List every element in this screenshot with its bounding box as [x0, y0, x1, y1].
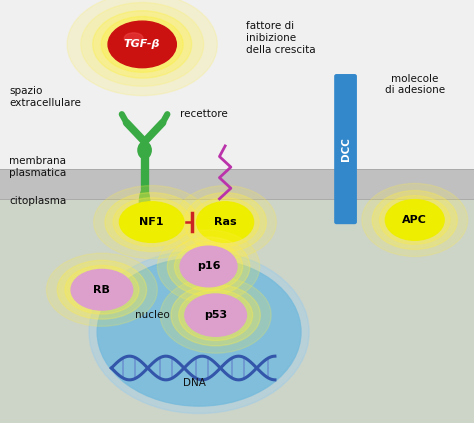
- Ellipse shape: [385, 200, 444, 240]
- Ellipse shape: [89, 250, 309, 414]
- Text: DNA: DNA: [183, 378, 206, 388]
- Ellipse shape: [97, 258, 301, 406]
- Ellipse shape: [93, 11, 191, 78]
- Ellipse shape: [81, 3, 204, 86]
- Text: nucleo: nucleo: [135, 310, 170, 320]
- Ellipse shape: [184, 192, 266, 252]
- Ellipse shape: [157, 230, 260, 303]
- Ellipse shape: [197, 202, 254, 242]
- Ellipse shape: [372, 190, 457, 250]
- Ellipse shape: [362, 184, 468, 256]
- Ellipse shape: [113, 198, 191, 247]
- Bar: [0, 0, 474, 169]
- Ellipse shape: [167, 237, 250, 296]
- Text: p16: p16: [197, 261, 220, 272]
- Ellipse shape: [179, 290, 253, 341]
- Text: TGF-β: TGF-β: [124, 39, 161, 49]
- Ellipse shape: [139, 188, 150, 218]
- Text: APC: APC: [402, 215, 427, 225]
- Text: recettore: recettore: [180, 109, 228, 119]
- Ellipse shape: [191, 198, 259, 247]
- Text: NF1: NF1: [139, 217, 164, 227]
- Ellipse shape: [119, 202, 184, 242]
- Bar: [0, 169, 474, 199]
- Ellipse shape: [67, 0, 217, 96]
- Text: RB: RB: [93, 285, 110, 295]
- Text: p53: p53: [204, 310, 227, 320]
- FancyBboxPatch shape: [334, 74, 357, 224]
- Ellipse shape: [380, 195, 450, 244]
- Ellipse shape: [140, 204, 149, 228]
- Ellipse shape: [174, 242, 243, 291]
- Text: DCC: DCC: [340, 137, 351, 161]
- Ellipse shape: [138, 142, 151, 159]
- Text: Ras: Ras: [214, 217, 237, 227]
- Text: fattore di
inibizione
della crescita: fattore di inibizione della crescita: [246, 22, 316, 55]
- Ellipse shape: [101, 16, 183, 72]
- Ellipse shape: [94, 186, 210, 258]
- Ellipse shape: [171, 284, 260, 346]
- Ellipse shape: [105, 192, 199, 252]
- Text: spazio
extracellulare: spazio extracellulare: [9, 86, 82, 108]
- Ellipse shape: [57, 260, 146, 319]
- Text: citoplasma: citoplasma: [9, 196, 67, 206]
- Ellipse shape: [185, 294, 246, 336]
- Ellipse shape: [180, 246, 237, 287]
- Text: membrana
plasmatica: membrana plasmatica: [9, 156, 67, 178]
- Ellipse shape: [46, 253, 157, 326]
- Ellipse shape: [174, 186, 276, 258]
- Ellipse shape: [65, 265, 139, 314]
- Ellipse shape: [108, 21, 176, 68]
- Text: molecole
di adesione: molecole di adesione: [385, 74, 445, 96]
- Bar: [0, 199, 474, 423]
- Ellipse shape: [71, 269, 133, 310]
- Ellipse shape: [160, 277, 271, 353]
- Ellipse shape: [124, 33, 143, 43]
